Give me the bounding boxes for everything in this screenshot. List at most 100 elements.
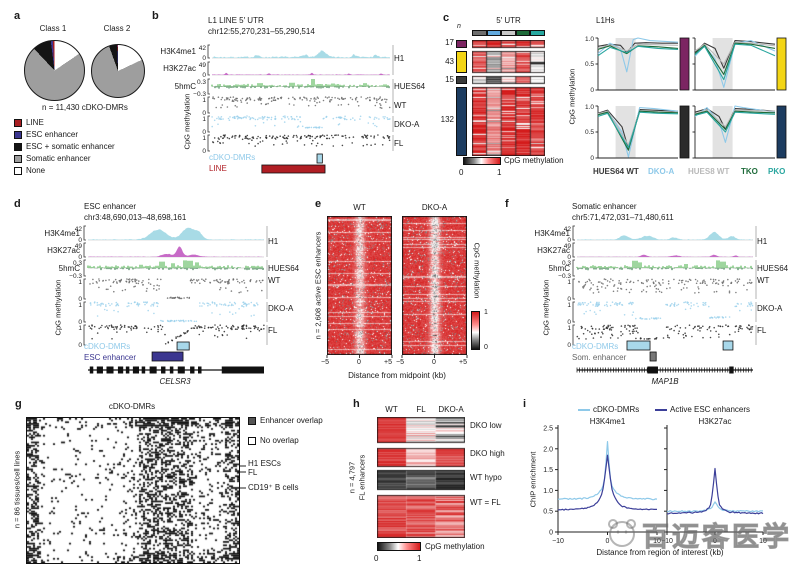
panel-e-colorbar-max: 1 [484, 309, 488, 316]
panel-c-lines-title: L1Hs [596, 16, 615, 25]
watermark-text: 百迈客医学 [642, 522, 792, 553]
panel-letter-f: f [505, 198, 509, 210]
track-label-5hmc: 5hmC [174, 82, 196, 91]
svg-text:0: 0 [202, 148, 206, 155]
panel-e-colorbar-label: CpG methylation [472, 242, 482, 299]
panel-b-right-hues64: HUES64 [394, 82, 426, 91]
pie-caption: n = 11,430 cDKO-DMRs [42, 103, 128, 112]
svg-text:0: 0 [567, 319, 571, 326]
panel-c-n4: 132 [440, 115, 454, 124]
panel-c-colorbar [463, 157, 501, 165]
svg-text:42: 42 [199, 45, 207, 52]
panel-f-right-h1: H1 [757, 237, 768, 246]
panel-d-right-h1: H1 [268, 237, 279, 246]
svg-text:42: 42 [75, 226, 83, 233]
panel-c-leg-dkoa: DKO-A [648, 167, 675, 176]
panel-h-ylabel-1: n = 4,797 [347, 461, 357, 494]
panel-e-heatmap-dkoa [402, 216, 467, 355]
svg-text:1: 1 [202, 97, 206, 104]
pie-class1 [24, 40, 85, 101]
panel-h-grp-dko-low: DKO low [470, 421, 502, 430]
panel-e-xt2b: +5 [459, 359, 467, 366]
panel-i-xlabel: Distance from region of interest (kb) [596, 548, 724, 557]
panel-d-right-hues64: HUES64 [268, 264, 300, 273]
panel-c-heatmap [472, 40, 545, 156]
svg-text:0: 0 [78, 342, 82, 349]
svg-text:0.5: 0.5 [543, 509, 553, 516]
panel-letter-e: e [315, 198, 322, 210]
svg-text:10: 10 [759, 538, 767, 545]
panel-b-ylabel: CpG methylation [182, 93, 192, 150]
panel-c-colorbar-max: 1 [497, 168, 502, 177]
panel-letter-b: b [152, 10, 159, 22]
panel-g-legend-overlap: Enhancer overlap [260, 416, 323, 425]
panel-h-heatmap [377, 417, 465, 538]
panel-f-region: chr5:71,472,031–71,480,611 [572, 213, 674, 222]
panel-d-ann-cdko-dmrs: cDKO-DMRs [84, 342, 131, 351]
panel-f-right-hues64: HUES64 [757, 264, 789, 273]
svg-text:1: 1 [78, 325, 82, 332]
panel-c-n2: 43 [445, 57, 454, 66]
svg-text:0.3: 0.3 [73, 260, 82, 267]
panel-d-ylabel: CpG methylation [53, 279, 63, 336]
panel-c-leg-hues8wt: HUES8 WT [688, 167, 730, 176]
panel-c-col-color [530, 30, 545, 36]
svg-text:0: 0 [202, 72, 206, 79]
svg-text:2.0: 2.0 [543, 446, 553, 453]
svg-text:0: 0 [567, 254, 571, 261]
panel-g-heatmap [26, 417, 240, 564]
svg-text:0: 0 [78, 237, 82, 244]
track-label-5hmc-f: 5hmC [548, 264, 570, 273]
svg-text:−10: −10 [661, 538, 673, 545]
panel-c-col-color [501, 30, 516, 36]
panel-b-right-fl: FL [394, 139, 404, 148]
svg-text:0: 0 [567, 342, 571, 349]
panel-h-colorbar-min: 0 [374, 554, 379, 563]
panel-c-group-block [456, 87, 467, 156]
panel-letter-i: i [523, 398, 527, 410]
panel-f-right-wt: WT [757, 276, 770, 285]
panel-f-right-dkoa: DKO-A [757, 304, 783, 313]
panel-b-right-h1: H1 [394, 54, 405, 63]
panel-f-ann-cdko-dmrs: cDKO-DMRs [572, 342, 619, 351]
svg-text:0.3: 0.3 [197, 79, 206, 86]
svg-text:1.0: 1.0 [543, 488, 553, 495]
panel-b-region: chr12:55,270,231–55,290,514 [208, 27, 315, 36]
svg-text:0.3: 0.3 [562, 260, 571, 267]
panel-g-mark-cd19: CD19⁺ B cells [248, 483, 299, 492]
panel-b-ann-line: LINE [209, 164, 227, 173]
track-label-h3k27ac-d: H3K27ac [47, 246, 80, 255]
svg-text:0: 0 [590, 87, 594, 94]
panel-e-ylabel: n = 2,608 active ESC enhancers [313, 231, 323, 340]
svg-text:49: 49 [564, 243, 572, 250]
legend-label-line: LINE [26, 118, 44, 127]
panel-c-n1: 17 [445, 38, 454, 47]
panel-e-xt2a: +5 [384, 359, 392, 366]
panel-e-title-dkoa: DKO-A [421, 203, 448, 212]
svg-text:2.5: 2.5 [543, 426, 553, 433]
svg-text:0: 0 [78, 319, 82, 326]
panel-e-colorbar-min: 0 [484, 344, 488, 351]
legend-swatch-line [14, 119, 22, 127]
panel-i-ylabel: ChIP enrichment [528, 451, 538, 508]
panel-i-legend-cdko: cDKO-DMRs [593, 405, 640, 414]
panel-e-xt0a: −5 [321, 359, 329, 366]
legend-swatch-none [14, 167, 22, 175]
panel-h-colorbar [377, 542, 421, 551]
panel-h-colorbar-max: 1 [417, 554, 422, 563]
panel-c-col-color [472, 30, 487, 36]
panel-d-right-fl: FL [268, 326, 278, 335]
panel-h-grp-wt-hypo: WT hypo [470, 473, 502, 482]
panel-h-col-wt: WT [385, 405, 398, 414]
panel-d-gene-name: CELSR3 [159, 377, 191, 386]
panel-g-legend-swatch-overlap [248, 417, 256, 425]
svg-text:0.5: 0.5 [585, 61, 594, 68]
svg-text:−0.3: −0.3 [69, 273, 82, 280]
svg-text:1.5: 1.5 [543, 467, 553, 474]
svg-text:0: 0 [549, 530, 553, 537]
pie1-title: Class 1 [39, 24, 67, 33]
panel-g-mark-h1: H1 ESCs [248, 459, 281, 468]
panel-g-legend-swatch-none [248, 437, 256, 445]
panel-i-title-h3k27ac: H3K27ac [698, 417, 732, 426]
